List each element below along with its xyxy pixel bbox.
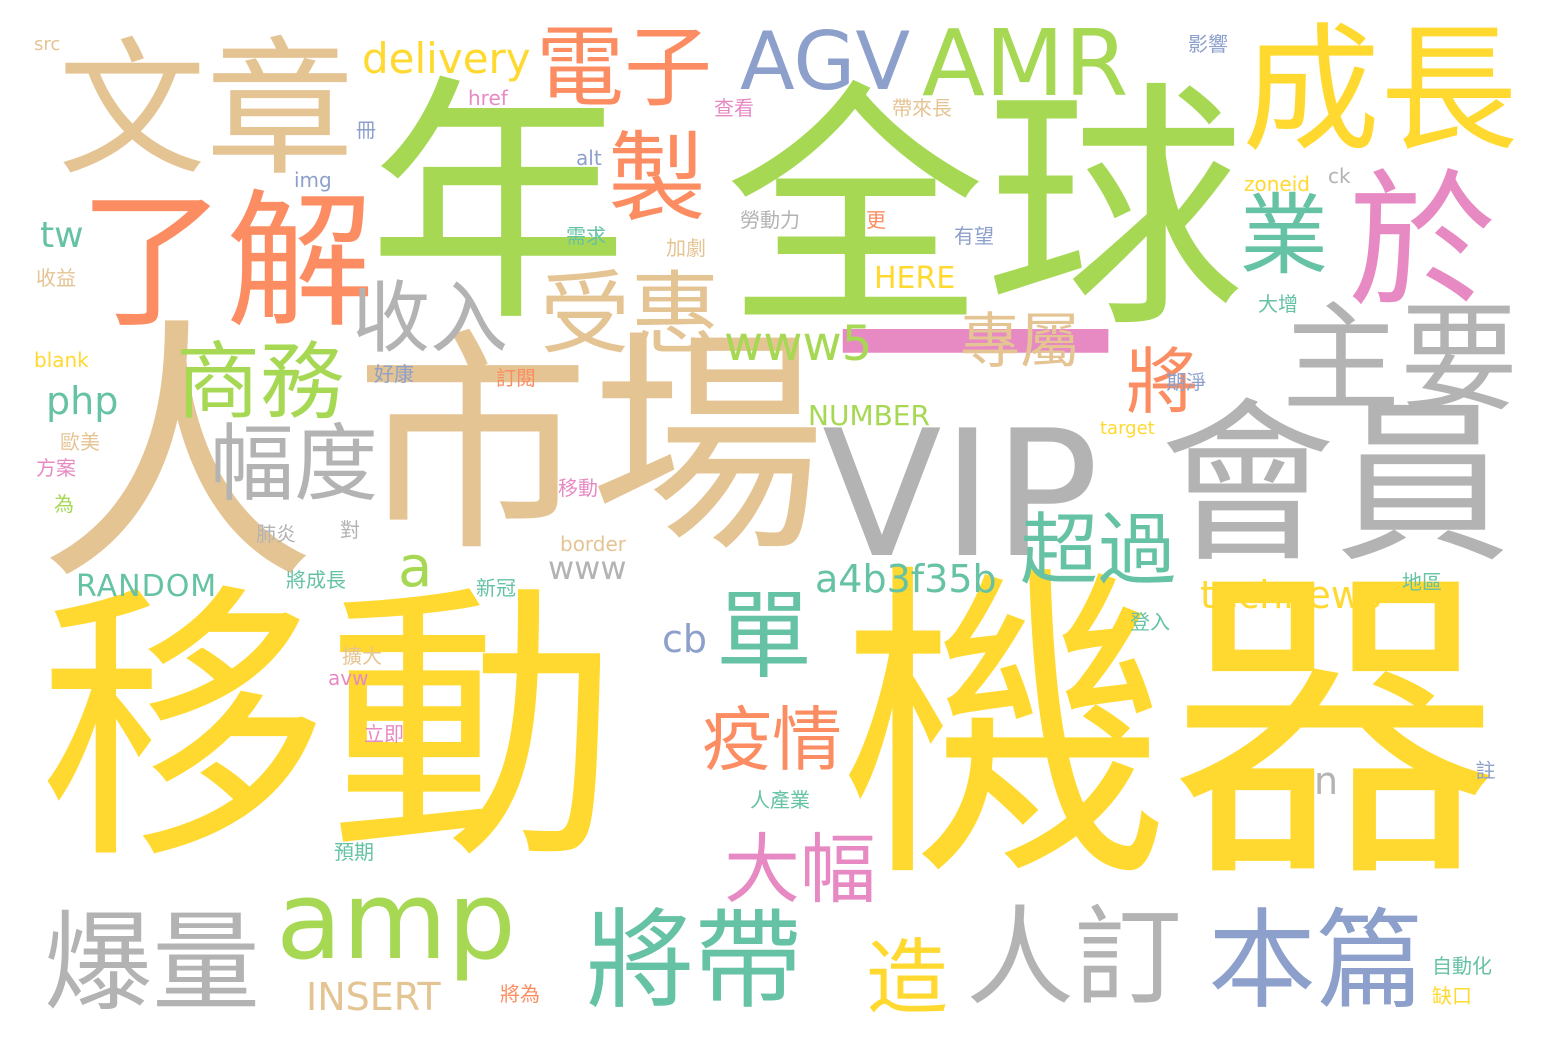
word-shouyi: 收益 <box>36 266 76 290</box>
word-xuqiu: 需求 <box>566 224 606 248</box>
word-ye: 業 <box>1240 184 1329 287</box>
word-dianzi: 電子 <box>536 16 713 119</box>
word-qijing: 期淨 <box>1166 370 1206 394</box>
word-alt: alt <box>576 146 602 170</box>
word-amr: AMR <box>922 10 1129 117</box>
word-jiqi: 機器 <box>840 538 1500 922</box>
word-jiangchengzhang: 將成長 <box>286 568 346 592</box>
word-shangwu: 商務 <box>176 333 345 431</box>
word-zhuanshu: 專屬 <box>960 307 1080 377</box>
word-wei: 為 <box>54 492 74 516</box>
word-shichang: 市場 <box>355 311 825 584</box>
word-feiyan: 肺炎 <box>256 522 296 546</box>
word-target: target <box>1100 418 1155 439</box>
word-shouhui: 受惠 <box>540 262 720 367</box>
word-renchanye: 人產業 <box>750 788 810 812</box>
word-quekou: 缺口 <box>1432 984 1472 1008</box>
word-jiangdai: 將帶 <box>586 899 803 1024</box>
word-kuoda: 擴大 <box>342 644 382 668</box>
word-random: RANDOM <box>76 569 218 604</box>
word-n: n <box>1314 759 1339 803</box>
word-nian: 年 <box>368 55 628 357</box>
word-youwang: 有望 <box>954 224 994 248</box>
word-yidong-small: 移動 <box>558 476 598 500</box>
word-border: border <box>560 532 627 556</box>
word-benpian: 本篇 <box>1208 899 1425 1024</box>
word-technews: technews <box>1200 573 1382 617</box>
word-chaoguo: 超過 <box>1020 506 1177 596</box>
word-src: src <box>34 34 61 55</box>
word-tw: tw <box>40 215 84 256</box>
word-huiyuan: 會員 <box>1160 384 1510 587</box>
word-here: HERE <box>874 261 956 296</box>
word-yi: 一 <box>830 186 1120 523</box>
word-liji: 立即 <box>364 722 404 746</box>
word-fangan: 方案 <box>36 456 76 480</box>
word-img: img <box>294 168 332 192</box>
word-fudu: 幅度 <box>210 415 379 513</box>
word-ce: 冊 <box>356 118 376 142</box>
word-rending: 人訂 <box>966 896 1183 1021</box>
word-laodongli: 勞動力 <box>740 208 800 232</box>
word-chengzhang: 成長 <box>1242 10 1519 171</box>
word-dingyue: 訂閱 <box>496 366 536 390</box>
word-cb: cb <box>662 617 708 661</box>
word-zidonghua: 自動化 <box>1432 954 1492 978</box>
word-yuqi: 預期 <box>334 840 374 864</box>
word-yu: 於 <box>1348 156 1496 328</box>
word-jiangwei: 將為 <box>500 982 540 1006</box>
word-zao: 造 <box>866 931 949 1026</box>
word-geng: 更 <box>866 208 886 232</box>
word-insert: INSERT <box>306 975 441 1019</box>
word-dengru: 登入 <box>1130 610 1170 634</box>
word-vip: VIP <box>822 394 1099 597</box>
word-diqu: 地區 <box>1402 570 1442 594</box>
word-baoliang: 爆量 <box>44 901 261 1026</box>
word-yidong: 移動 <box>38 561 618 898</box>
word-zhi: 製 <box>608 122 707 236</box>
word-shouru: 收入 <box>352 274 509 364</box>
word-wenzhang: 文章 <box>58 24 354 196</box>
word-xinguan: 新冠 <box>476 576 516 600</box>
word-avw: avw <box>328 666 369 690</box>
word-number: NUMBER <box>808 399 930 432</box>
word-zhuyao: 主要 <box>1282 290 1519 428</box>
word-oumei: 歐美 <box>60 430 100 454</box>
word-liaojie: 了解 <box>78 176 374 348</box>
word-dailaizhang: 帶來長 <box>892 96 952 120</box>
word-chakan: 查看 <box>714 96 754 120</box>
word-blank: blank <box>34 348 89 372</box>
word-dafu: 大幅 <box>724 825 876 914</box>
word-haokang: 好康 <box>374 362 414 386</box>
word-yingxiang: 影響 <box>1188 32 1228 56</box>
word-jiaju: 加劇 <box>666 236 706 260</box>
word-dui: 對 <box>340 518 360 542</box>
word-quanqiu: 全球 <box>725 61 1245 363</box>
word-ck: ck <box>1328 164 1351 188</box>
word-a: a <box>398 535 433 600</box>
word-delivery: delivery <box>362 34 531 83</box>
word-amp: amp <box>276 859 516 984</box>
word-agv: AGV <box>740 15 911 108</box>
word-yiqing: 疫情 <box>702 699 842 781</box>
word-jiang: 將 <box>1126 340 1199 424</box>
word-a4b3f35b: a4b3f35b <box>815 557 997 601</box>
word-zoneid: zoneid <box>1244 172 1310 196</box>
word-php: php <box>46 379 119 423</box>
word-ren: 人 <box>38 295 316 619</box>
word-dazeng: 大增 <box>1258 292 1298 316</box>
word-www5: www5 <box>724 316 873 372</box>
word-href: href <box>468 86 508 110</box>
word-zhu: 註 <box>1472 760 1496 780</box>
word-www: www <box>548 549 627 587</box>
word-dan: 單 <box>716 580 812 692</box>
